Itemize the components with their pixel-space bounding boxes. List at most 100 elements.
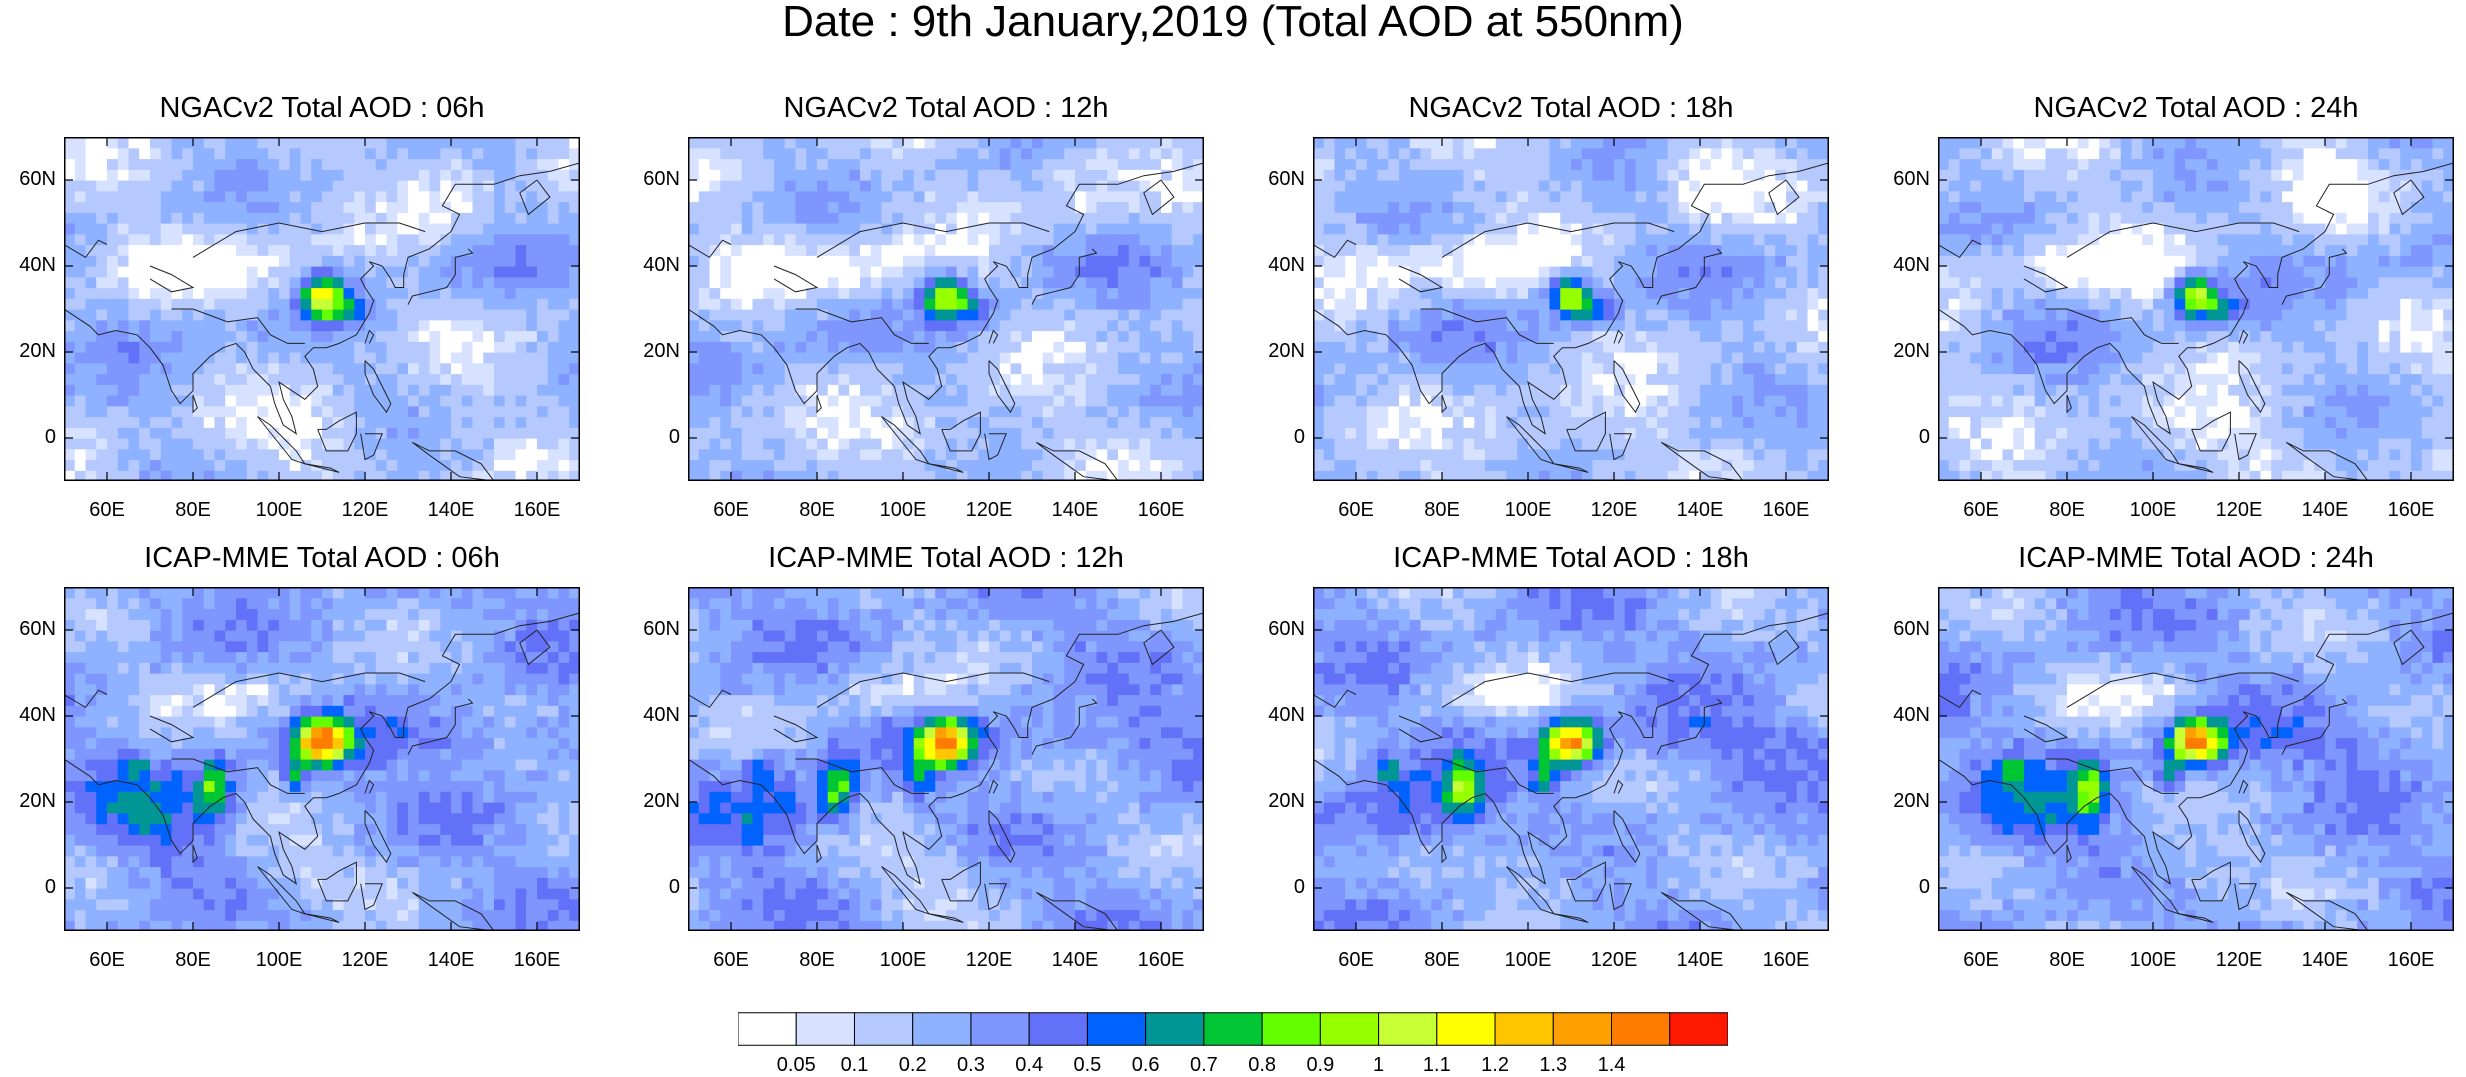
- aod-cell: [699, 288, 710, 299]
- aod-cell: [1528, 277, 1539, 288]
- aod-cell: [796, 223, 807, 234]
- aod-cell: [139, 449, 150, 460]
- aod-cell: [968, 234, 979, 245]
- aod-cell: [161, 202, 172, 213]
- aod-cell: [1797, 374, 1808, 385]
- aod-cell: [1689, 212, 1700, 223]
- aod-cell: [118, 180, 129, 191]
- aod-cell: [569, 449, 580, 460]
- aod-cell: [1625, 374, 1636, 385]
- aod-cell: [182, 169, 193, 180]
- aod-cell: [311, 406, 322, 417]
- aod-cell: [182, 438, 193, 449]
- aod-cell: [1582, 320, 1593, 331]
- aod-cell: [1528, 320, 1539, 331]
- aod-cell: [1485, 255, 1496, 266]
- aod-cell: [1086, 266, 1097, 277]
- aod-cell: [333, 309, 344, 320]
- aod-cell: [903, 234, 914, 245]
- aod-cell: [710, 212, 721, 223]
- aod-cell: [1011, 352, 1022, 363]
- aod-cell: [763, 212, 774, 223]
- aod-cell: [1097, 234, 1108, 245]
- aod-cell: [1614, 266, 1625, 277]
- aod-cell: [1431, 470, 1442, 481]
- aod-cell: [258, 266, 269, 277]
- aod-cell: [1000, 288, 1011, 299]
- aod-cell: [376, 320, 387, 331]
- aod-cell: [1043, 331, 1054, 342]
- aod-cell: [1765, 266, 1776, 277]
- aod-cell: [96, 320, 107, 331]
- aod-cell: [1118, 417, 1129, 428]
- aod-cell: [860, 234, 871, 245]
- aod-cell: [1161, 449, 1172, 460]
- aod-cell: [2003, 212, 2014, 223]
- aod-cell: [1668, 438, 1679, 449]
- aod-cell: [1818, 331, 1829, 342]
- aod-cell: [1732, 277, 1743, 288]
- aod-cell: [1464, 266, 1475, 277]
- aod-cell: [1550, 255, 1561, 266]
- aod-cell: [1464, 191, 1475, 202]
- aod-cell: [1960, 266, 1971, 277]
- aod-cell: [1183, 277, 1194, 288]
- aod-cell: [150, 169, 161, 180]
- aod-cell: [1496, 406, 1507, 417]
- aod-cell: [763, 202, 774, 213]
- aod-cell: [1797, 180, 1808, 191]
- aod-cell: [1378, 460, 1389, 471]
- aod-cell: [96, 438, 107, 449]
- aod-cell: [1808, 384, 1819, 395]
- aod-cell: [344, 223, 355, 234]
- aod-cell: [1797, 245, 1808, 256]
- aod-cell: [494, 137, 505, 148]
- aod-cell: [1442, 202, 1453, 213]
- aod-cell: [1949, 277, 1960, 288]
- aod-cell: [1636, 470, 1647, 481]
- aod-cell: [1032, 384, 1043, 395]
- aod-cell: [569, 255, 580, 266]
- aod-cell: [1032, 245, 1043, 256]
- aod-cell: [1550, 449, 1561, 460]
- aod-cell: [1453, 427, 1464, 438]
- aod-cell: [462, 395, 473, 406]
- aod-cell: [139, 255, 150, 266]
- aod-cell: [1992, 159, 2003, 170]
- aod-cell: [225, 384, 236, 395]
- aod-cell: [1421, 180, 1432, 191]
- aod-cell: [1722, 449, 1733, 460]
- aod-cell: [1560, 406, 1571, 417]
- aod-cell: [430, 234, 441, 245]
- aod-cell: [526, 460, 537, 471]
- aod-cell: [1464, 223, 1475, 234]
- aod-cell: [1032, 309, 1043, 320]
- aod-cell: [107, 341, 118, 352]
- aod-cell: [301, 298, 312, 309]
- aod-cell: [1011, 331, 1022, 342]
- aod-cell: [1679, 159, 1690, 170]
- aod-cell: [839, 374, 850, 385]
- aod-cell: [301, 406, 312, 417]
- aod-cell: [1571, 309, 1582, 320]
- aod-cell: [1949, 384, 1960, 395]
- aod-cell: [731, 341, 742, 352]
- aod-cell: [225, 352, 236, 363]
- aod-cell: [419, 202, 430, 213]
- aod-cell: [559, 331, 570, 342]
- aod-cell: [473, 298, 484, 309]
- aod-cell: [1657, 288, 1668, 299]
- aod-cell: [1625, 277, 1636, 288]
- aod-cell: [290, 309, 301, 320]
- aod-cell: [301, 320, 312, 331]
- aod-cell: [1754, 277, 1765, 288]
- aod-cell: [397, 352, 408, 363]
- aod-cell: [849, 331, 860, 342]
- aod-cell: [1150, 234, 1161, 245]
- aod-cell: [150, 384, 161, 395]
- aod-cell: [882, 438, 893, 449]
- aod-cell: [397, 266, 408, 277]
- aod-cell: [1118, 460, 1129, 471]
- aod-cell: [935, 395, 946, 406]
- aod-cell: [828, 395, 839, 406]
